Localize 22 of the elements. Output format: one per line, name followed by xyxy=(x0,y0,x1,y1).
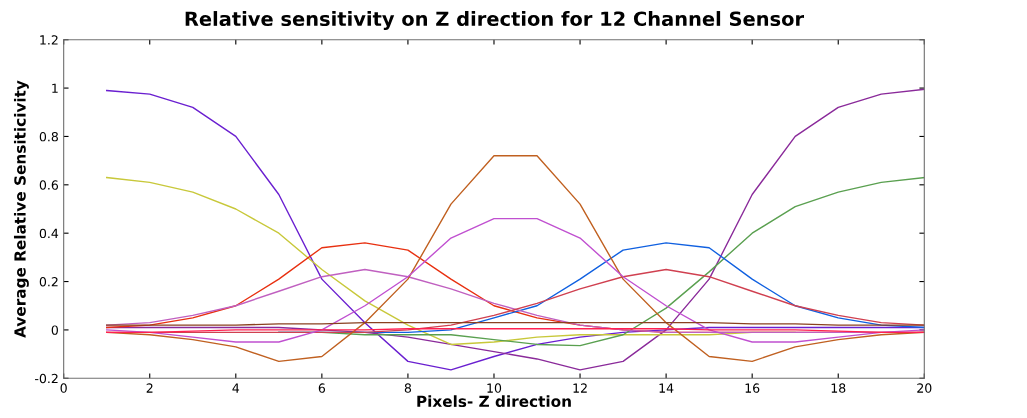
y-tick-label: 1 xyxy=(52,83,58,93)
y-tick-label: -0.2 xyxy=(35,373,58,384)
y-tick-label: 0.4 xyxy=(39,228,59,239)
x-tick-label: 18 xyxy=(831,383,846,393)
x-tick-label: 14 xyxy=(659,383,674,393)
x-tick-label: 6 xyxy=(318,383,326,393)
x-tick-label: 2 xyxy=(146,383,153,393)
y-tick-label: 0 xyxy=(51,325,58,335)
y-tick-label: 0.8 xyxy=(39,131,58,142)
x-tick-label: 20 xyxy=(917,383,932,393)
y-tick-label: 0.6 xyxy=(39,180,59,190)
x-tick-label: 16 xyxy=(745,383,760,393)
x-tick-label: 0 xyxy=(60,383,67,393)
chart-title: Relative sensitivity on Z direction for 12 Channel Sensor xyxy=(185,11,805,31)
x-tick-label: 4 xyxy=(232,383,240,393)
y-tick-label: 0.2 xyxy=(39,277,58,287)
x-axis-title: Pixels- Z direction xyxy=(417,395,571,408)
x-tick-label: 12 xyxy=(573,383,587,393)
y-tick-label: 1.2 xyxy=(40,35,58,45)
x-tick-label: 10 xyxy=(487,383,502,393)
y-axis-title: Average Relative Sensiticivity xyxy=(13,80,29,338)
x-tick-label: 8 xyxy=(404,383,412,393)
